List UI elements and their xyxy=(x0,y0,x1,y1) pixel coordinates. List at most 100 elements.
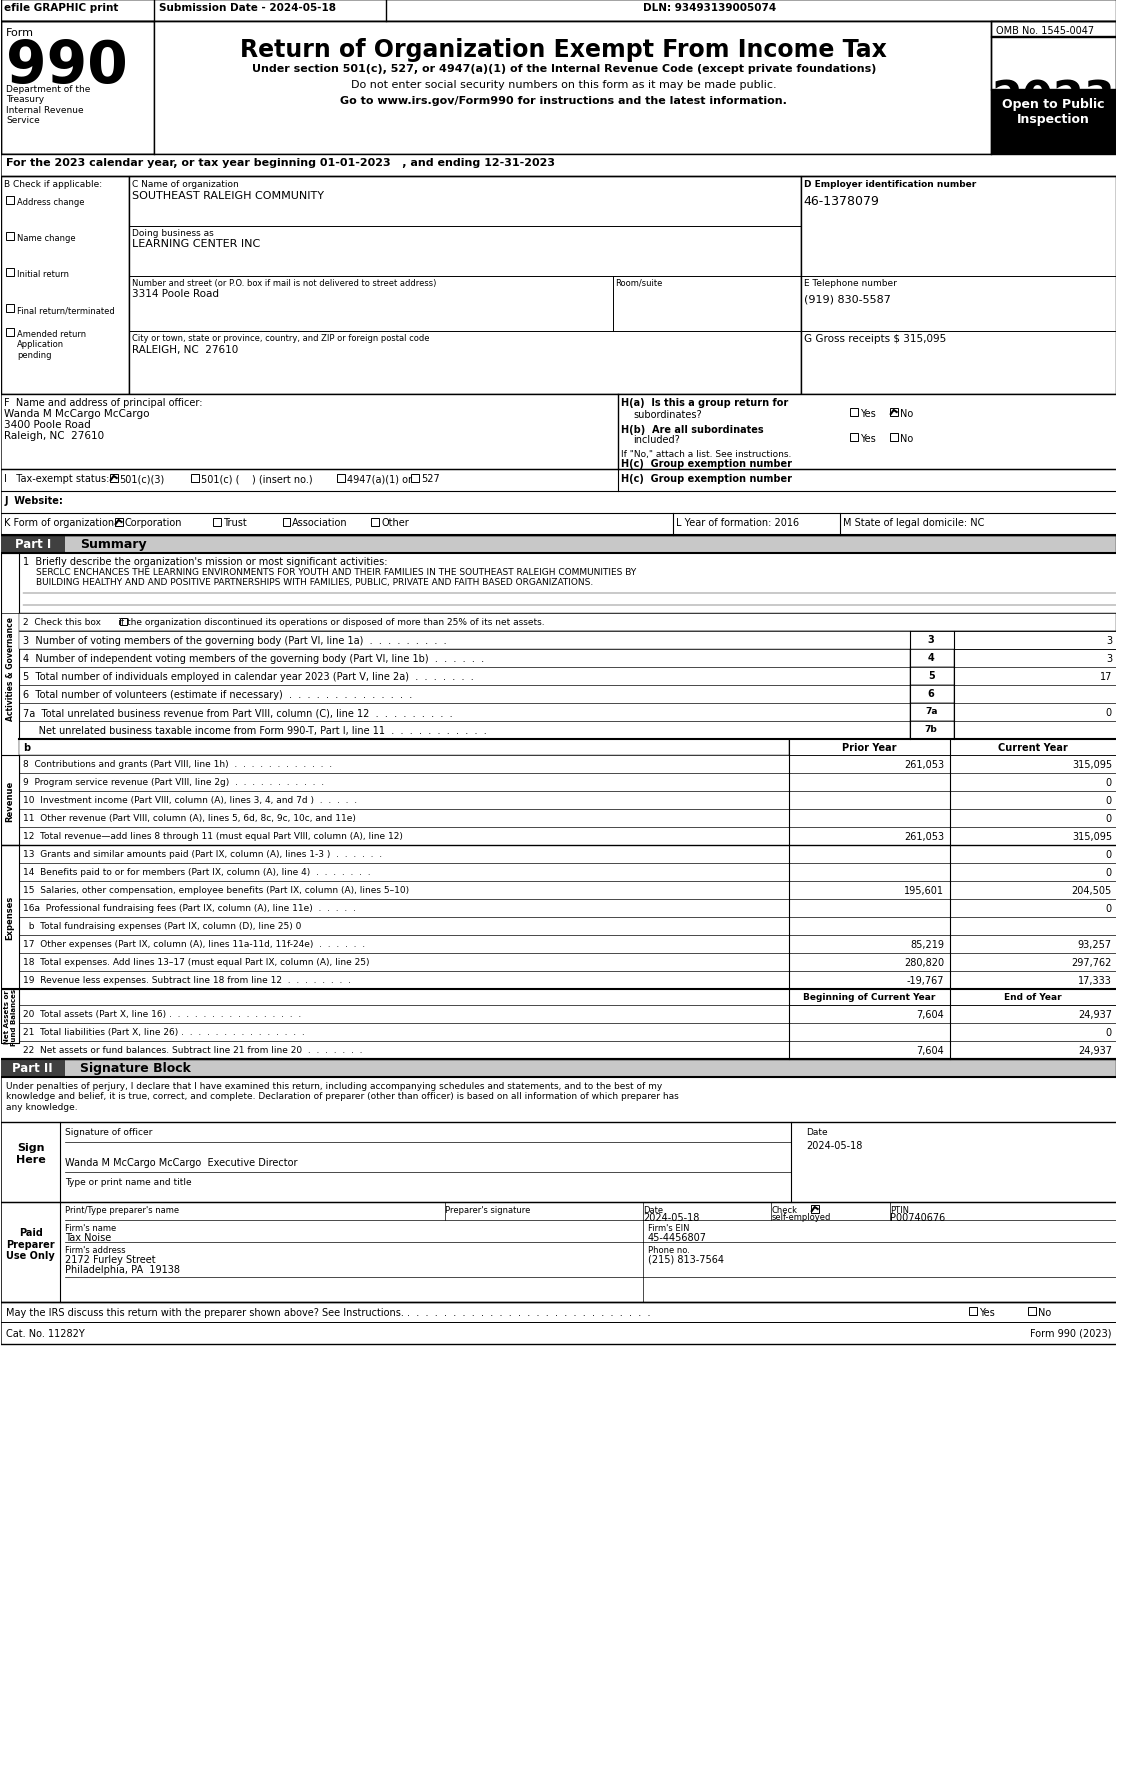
Text: Net Assets or
Fund Balances: Net Assets or Fund Balances xyxy=(3,987,17,1044)
Text: 85,219: 85,219 xyxy=(910,939,944,950)
Text: Do not enter social security numbers on this form as it may be made public.: Do not enter social security numbers on … xyxy=(351,80,777,89)
Text: 0: 0 xyxy=(1105,777,1112,788)
Bar xyxy=(19,631,1115,650)
Text: Yes: Yes xyxy=(860,433,876,444)
Text: Beginning of Current Year: Beginning of Current Year xyxy=(803,993,935,1001)
Text: Cat. No. 11282Y: Cat. No. 11282Y xyxy=(6,1328,85,1338)
Bar xyxy=(6,233,14,241)
Text: Trust: Trust xyxy=(224,519,247,527)
Text: 4  Number of independent voting members of the governing body (Part VI, line 1b): 4 Number of independent voting members o… xyxy=(23,654,484,663)
Text: Yes: Yes xyxy=(860,408,876,419)
Text: J  Website:: J Website: xyxy=(5,495,63,506)
Text: 195,601: 195,601 xyxy=(904,886,944,896)
Text: 20  Total assets (Part X, line 16) .  .  .  .  .  .  .  .  .  .  .  .  .  .  .  : 20 Total assets (Part X, line 16) . . . … xyxy=(23,1009,301,1019)
Text: 24,937: 24,937 xyxy=(1078,1009,1112,1019)
Bar xyxy=(1,1123,1115,1203)
Text: 24,937: 24,937 xyxy=(1078,1046,1112,1055)
Bar xyxy=(1,554,1115,613)
Text: included?: included? xyxy=(633,435,680,446)
Text: Return of Organization Exempt From Income Tax: Return of Organization Exempt From Incom… xyxy=(240,37,887,62)
Text: Expenses: Expenses xyxy=(6,895,15,939)
Text: 501(c)(3): 501(c)(3) xyxy=(120,474,165,483)
Text: 0: 0 xyxy=(1105,868,1112,877)
Text: 0: 0 xyxy=(1105,707,1112,718)
Bar xyxy=(1,155,1115,176)
Bar xyxy=(890,433,898,442)
Bar xyxy=(1,1060,1115,1078)
Text: 3314 Poole Road: 3314 Poole Road xyxy=(132,289,219,299)
Text: 21  Total liabilities (Part X, line 26) .  .  .  .  .  .  .  .  .  .  .  .  .  .: 21 Total liabilities (Part X, line 26) .… xyxy=(23,1028,305,1037)
Text: H(b)  Are all subordinates: H(b) Are all subordinates xyxy=(621,424,764,435)
Text: self-employed: self-employed xyxy=(771,1212,831,1221)
Text: (215) 813-7564: (215) 813-7564 xyxy=(648,1255,724,1263)
Bar xyxy=(1,0,1115,21)
Text: 6  Total number of volunteers (estimate if necessary)  .  .  .  .  .  .  .  .  .: 6 Total number of volunteers (estimate i… xyxy=(23,690,412,700)
Text: Submission Date - 2024-05-18: Submission Date - 2024-05-18 xyxy=(159,4,336,12)
Text: 10  Investment income (Part VIII, column (A), lines 3, 4, and 7d )  .  .  .  .  : 10 Investment income (Part VIII, column … xyxy=(23,795,357,804)
Bar xyxy=(282,519,290,527)
Text: Phone no.: Phone no. xyxy=(648,1246,690,1255)
Text: PTIN: PTIN xyxy=(890,1205,909,1214)
Bar xyxy=(1,756,19,845)
Text: B Check if applicable:: B Check if applicable: xyxy=(5,180,103,189)
Text: Name change: Name change xyxy=(17,233,76,242)
Bar xyxy=(850,433,858,442)
Bar xyxy=(19,740,789,756)
Text: Signature Block: Signature Block xyxy=(80,1062,191,1075)
Text: No: No xyxy=(900,433,913,444)
Text: Revenue: Revenue xyxy=(6,781,15,822)
Text: 7,604: 7,604 xyxy=(917,1009,944,1019)
Text: 2024-05-18: 2024-05-18 xyxy=(806,1140,863,1151)
Text: Form: Form xyxy=(6,29,34,37)
Text: 3  Number of voting members of the governing body (Part VI, line 1a)  .  .  .  .: 3 Number of voting members of the govern… xyxy=(23,636,446,645)
Bar xyxy=(949,740,1115,756)
Bar xyxy=(1,536,65,554)
Text: Date: Date xyxy=(806,1128,828,1137)
Text: Association: Association xyxy=(292,519,348,527)
Bar xyxy=(991,21,1115,155)
Bar xyxy=(1,21,1115,155)
Text: 17: 17 xyxy=(1100,672,1112,683)
Text: 280,820: 280,820 xyxy=(904,957,944,968)
Text: -19,767: -19,767 xyxy=(907,975,944,985)
Text: C Name of organization: C Name of organization xyxy=(132,180,239,189)
Text: 7a  Total unrelated business revenue from Part VIII, column (C), line 12  .  .  : 7a Total unrelated business revenue from… xyxy=(23,707,453,718)
Bar xyxy=(1,1060,65,1078)
Bar xyxy=(1,1303,1115,1322)
Bar xyxy=(191,474,199,483)
Text: 5: 5 xyxy=(928,670,935,681)
Bar xyxy=(371,519,379,527)
Text: 11  Other revenue (Part VIII, column (A), lines 5, 6d, 8c, 9c, 10c, and 11e): 11 Other revenue (Part VIII, column (A),… xyxy=(23,814,356,823)
Text: OMB No. 1545-0047: OMB No. 1545-0047 xyxy=(997,27,1094,36)
Text: 261,053: 261,053 xyxy=(904,832,944,841)
Text: Tax Noise: Tax Noise xyxy=(65,1233,112,1242)
Text: Prior Year: Prior Year xyxy=(842,743,896,752)
Text: Other: Other xyxy=(382,519,409,527)
Text: No: No xyxy=(900,408,913,419)
Text: Print/Type preparer's name: Print/Type preparer's name xyxy=(65,1205,180,1214)
Bar xyxy=(1,554,19,784)
Text: 17,333: 17,333 xyxy=(1078,975,1112,985)
Text: Preparer's signature: Preparer's signature xyxy=(446,1205,531,1214)
Bar xyxy=(1,1078,1115,1123)
Text: 2  Check this box      if the organization discontinued its operations or dispos: 2 Check this box if the organization dis… xyxy=(23,618,544,627)
Bar xyxy=(1,492,1115,513)
Bar xyxy=(910,668,954,686)
Bar xyxy=(1,396,1115,470)
Text: 990: 990 xyxy=(6,37,128,94)
Bar xyxy=(949,989,1115,1005)
Text: 2024-05-18: 2024-05-18 xyxy=(642,1212,699,1222)
Text: E Telephone number: E Telephone number xyxy=(804,278,896,289)
Text: K Form of organization:: K Form of organization: xyxy=(5,519,117,527)
Text: Final return/terminated: Final return/terminated xyxy=(17,307,115,315)
Bar xyxy=(1,21,1115,155)
Text: Philadelphia, PA  19138: Philadelphia, PA 19138 xyxy=(65,1263,181,1274)
Bar xyxy=(1,1203,60,1303)
Text: subordinates?: subordinates? xyxy=(633,410,702,421)
Text: D Employer identification number: D Employer identification number xyxy=(804,180,977,189)
Text: 315,095: 315,095 xyxy=(1071,832,1112,841)
Bar xyxy=(336,474,344,483)
Text: Corporation: Corporation xyxy=(124,519,182,527)
Bar xyxy=(910,704,954,722)
Text: 9  Program service revenue (Part VIII, line 2g)  .  .  .  .  .  .  .  .  .  .  .: 9 Program service revenue (Part VIII, li… xyxy=(23,777,324,786)
